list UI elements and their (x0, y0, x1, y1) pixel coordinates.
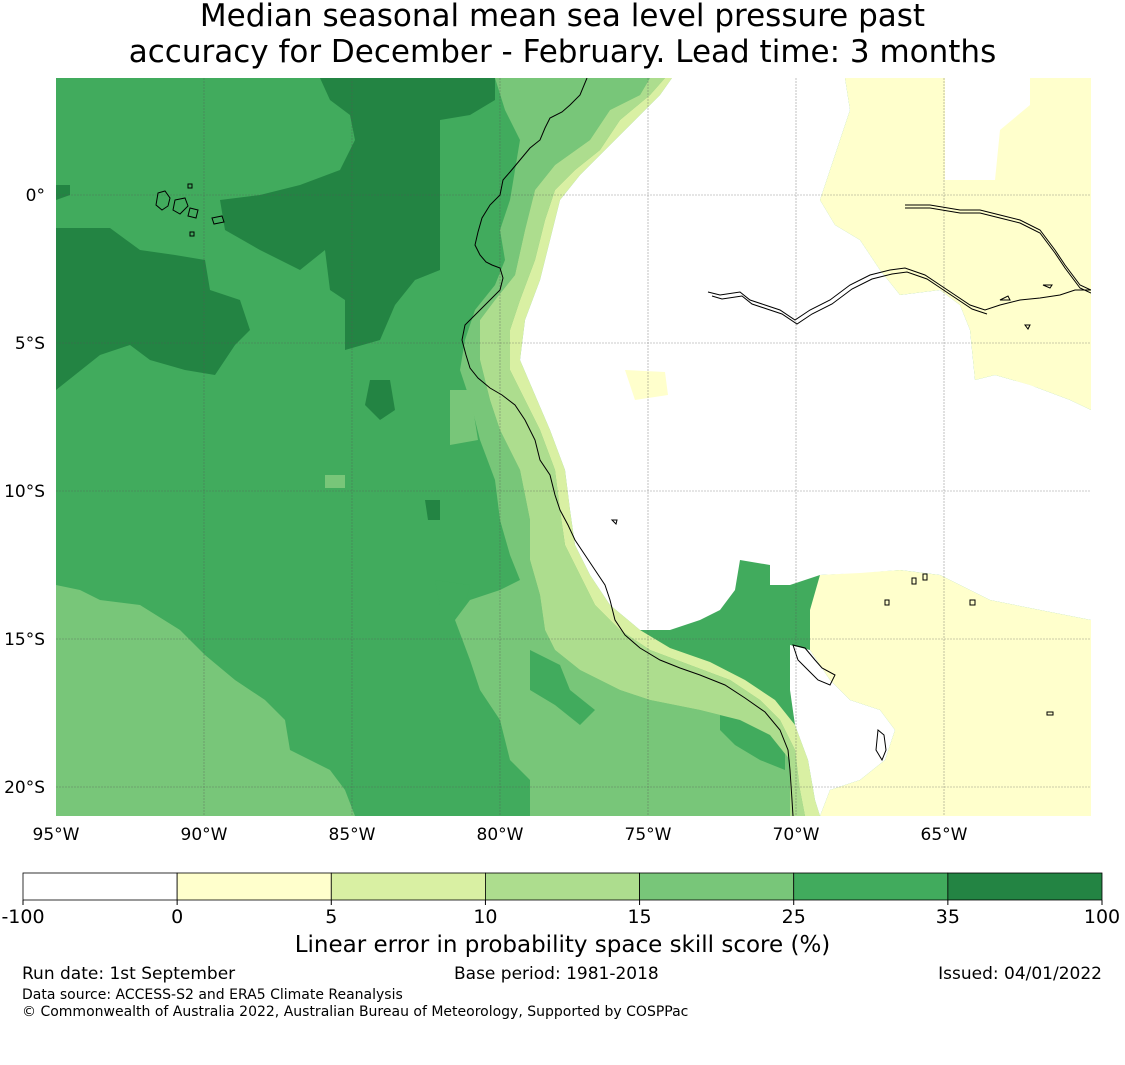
lat-label: 5°S (15, 334, 45, 354)
lat-label: 0° (26, 186, 45, 206)
colorbar-tick-label: 15 (627, 906, 651, 928)
lat-label: 10°S (4, 482, 45, 502)
colorbar-title: Linear error in probability space skill … (294, 932, 831, 958)
base-period: Base period: 1981-2018 (454, 964, 659, 984)
data-source: Data source: ACCESS-S2 and ERA5 Climate … (22, 987, 403, 1003)
colorbar-swatch (947, 872, 1103, 901)
colorbar-swatch (330, 872, 486, 901)
colorbar-tick-label: -100 (1, 906, 44, 928)
lon-label: 80°W (477, 825, 524, 845)
lat-label: 15°S (4, 630, 45, 650)
lat-label: 20°S (4, 778, 45, 798)
skill-band-25-35 (56, 78, 790, 816)
colorbar-swatch (22, 872, 178, 901)
colorbar: -100 0 5 10 15 25 35 100 (1, 872, 1120, 928)
colorbar-tick-label: 0 (171, 906, 183, 928)
longitude-tick-labels: 95°W 90°W 85°W 80°W 75°W 70°W 65°W (33, 825, 968, 845)
colorbar-swatch (639, 872, 795, 901)
colorbar-tick-label: 35 (936, 906, 960, 928)
map-area (56, 78, 1091, 816)
lon-label: 75°W (625, 825, 672, 845)
colorbar-swatch (485, 872, 640, 901)
map-gridlines (56, 78, 1091, 816)
coastline (155, 78, 1091, 816)
colorbar-tick-label: 25 (782, 906, 806, 928)
lon-label: 85°W (329, 825, 376, 845)
chart-title-line-2: accuracy for December - February. Lead t… (128, 34, 997, 70)
lon-label: 65°W (921, 825, 968, 845)
colorbar-tick-label: 100 (1084, 906, 1120, 928)
skill-band-neg100-0 (520, 78, 1091, 816)
latitude-tick-labels: 0° 5°S 10°S 15°S 20°S (4, 186, 45, 798)
lon-label: 90°W (181, 825, 228, 845)
colorbar-swatch (176, 872, 332, 901)
chart-title-line-1: Median seasonal mean sea level pressure … (199, 0, 926, 34)
skill-band-15-25 (480, 78, 805, 816)
lon-label: 70°W (773, 825, 820, 845)
colorbar-tick-label: 10 (473, 906, 497, 928)
run-date: Run date: 1st September (22, 964, 236, 984)
lon-label: 95°W (33, 825, 80, 845)
colorbar-tick-label: 5 (325, 906, 337, 928)
skill-band-35-100 (56, 78, 495, 520)
issued-date: Issued: 04/01/2022 (938, 964, 1102, 984)
colorbar-swatch (793, 872, 949, 901)
copyright-notice: © Commonwealth of Australia 2022, Austra… (22, 1004, 689, 1020)
